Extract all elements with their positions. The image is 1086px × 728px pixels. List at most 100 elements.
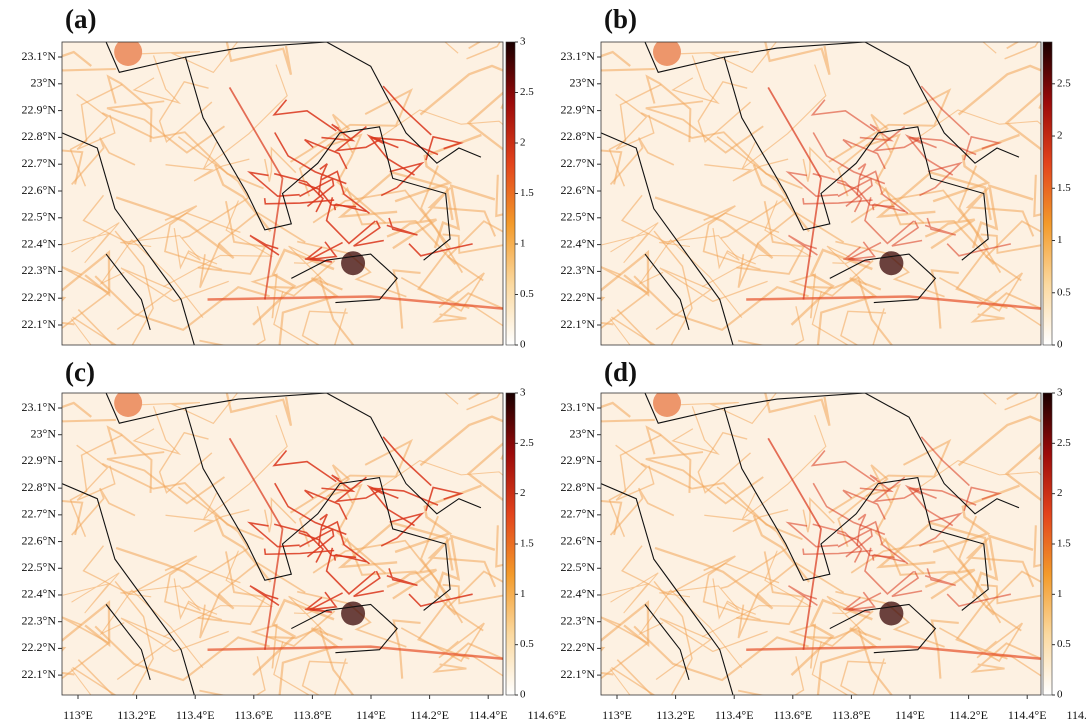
road <box>924 568 976 600</box>
road <box>697 431 751 494</box>
ship-lane <box>767 437 822 650</box>
map-panel: (c)23.1°N23°N22.9°N22.8°N22.7°N22.6°N22.… <box>22 357 567 722</box>
coastline <box>105 42 451 261</box>
road <box>432 292 503 323</box>
major-road <box>317 163 328 196</box>
road <box>199 211 306 289</box>
lat-tick-label: 22.1°N <box>561 667 596 681</box>
road <box>416 515 470 660</box>
colorbar <box>505 41 516 346</box>
road <box>788 260 874 319</box>
road <box>164 205 223 271</box>
major-road <box>871 553 905 563</box>
road <box>601 149 623 185</box>
road <box>984 220 1041 282</box>
road <box>466 393 501 411</box>
colorbar-tick-label: 0 <box>520 339 526 351</box>
lat-tick-label: 22.1°N <box>561 317 596 331</box>
lat-tick-label: 22.4°N <box>561 236 596 250</box>
major-road <box>812 132 886 185</box>
road <box>645 451 764 505</box>
major-road <box>386 568 418 587</box>
lat-tick-label: 22.5°N <box>22 560 57 574</box>
road <box>62 67 116 72</box>
lat-tick-label: 22.4°N <box>561 587 596 601</box>
major-road <box>274 172 324 213</box>
road <box>955 515 1008 660</box>
hotspot <box>114 393 143 417</box>
road <box>250 260 336 319</box>
road <box>141 42 239 74</box>
road <box>971 183 1034 249</box>
major-road <box>425 135 464 161</box>
colorbar <box>1042 41 1053 346</box>
road <box>837 464 892 547</box>
coastline <box>829 603 937 654</box>
road <box>264 497 297 533</box>
road <box>601 222 659 264</box>
road <box>116 267 229 330</box>
colorbar-tick-label: 2.5 <box>1057 77 1071 89</box>
major-road <box>247 521 300 548</box>
major-road <box>848 241 882 261</box>
coastline <box>291 603 398 654</box>
road <box>970 642 1041 673</box>
road <box>199 561 306 639</box>
hotspot <box>341 251 366 276</box>
lat-tick-label: 23°N <box>570 426 596 440</box>
map-frame <box>61 41 504 346</box>
lat-tick-label: 22.6°N <box>22 533 57 547</box>
road <box>712 578 756 620</box>
road <box>165 158 250 182</box>
lon-tick-label: 113°E <box>63 708 93 722</box>
road <box>62 401 92 418</box>
road <box>76 444 116 501</box>
coastline <box>724 393 1020 515</box>
major-road <box>810 99 876 132</box>
lat-tick-label: 23.1°N <box>22 49 57 63</box>
major-road <box>333 125 381 152</box>
major-road <box>842 489 886 520</box>
lat-tick-label: 22.6°N <box>561 183 596 197</box>
road <box>633 275 809 332</box>
major-road <box>891 220 923 247</box>
major-road <box>272 449 337 483</box>
lat-tick-label: 22.9°N <box>561 102 596 116</box>
coastline <box>105 604 151 681</box>
road <box>793 306 805 345</box>
road <box>255 306 266 345</box>
hotspot <box>653 393 681 417</box>
coastline <box>105 393 451 611</box>
colorbar-tick-label: 2 <box>1057 130 1063 142</box>
road <box>164 555 223 621</box>
lon-tick-label: 113.8°E <box>832 708 871 722</box>
colorbar-tick-label: 0 <box>1057 339 1063 351</box>
ship-lane <box>746 295 1041 310</box>
coastline <box>62 132 195 345</box>
road <box>62 418 116 423</box>
road <box>741 64 827 170</box>
road <box>615 93 655 150</box>
major-road <box>272 99 337 132</box>
coastline <box>105 253 151 331</box>
colorbar <box>505 392 516 696</box>
road <box>621 545 780 595</box>
major-road <box>304 246 332 263</box>
lat-tick-label: 23.1°N <box>22 400 57 414</box>
lat-tick-label: 23°N <box>570 76 596 90</box>
road <box>704 158 789 182</box>
major-road <box>843 246 871 263</box>
major-road <box>353 570 384 598</box>
colorbar-tick-label: 2.5 <box>1057 437 1071 449</box>
major-road <box>274 132 347 185</box>
hotspot <box>879 601 904 626</box>
road <box>601 50 631 67</box>
road <box>640 462 803 541</box>
major-road <box>321 170 370 214</box>
road <box>375 109 503 141</box>
road <box>741 414 827 520</box>
road <box>1004 91 1041 151</box>
road <box>72 230 154 345</box>
lat-tick-label: 22.3°N <box>22 263 57 277</box>
coastline <box>601 132 734 345</box>
